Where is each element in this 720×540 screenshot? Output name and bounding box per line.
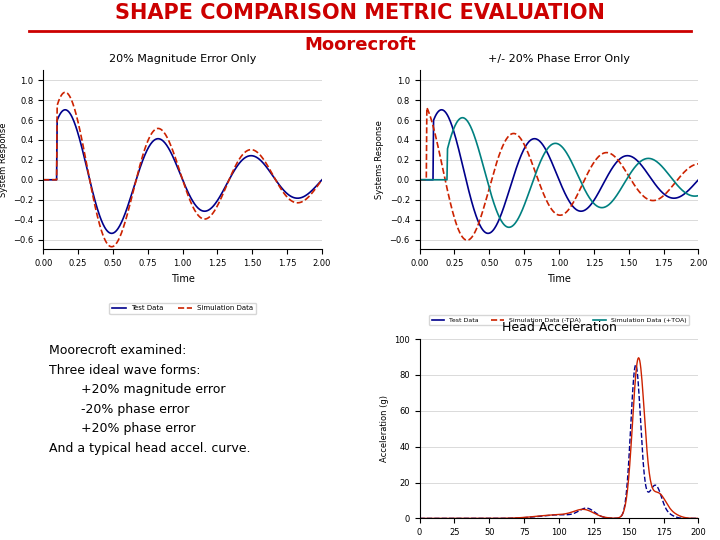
Text: Moorecroft examined:
Three ideal wave forms:
        +20% magnitude error
      : Moorecroft examined: Three ideal wave fo… (49, 345, 251, 455)
Text: Moorecroft: Moorecroft (304, 36, 416, 53)
X-axis label: Time: Time (547, 274, 571, 284)
Title: +/- 20% Phase Error Only: +/- 20% Phase Error Only (488, 54, 630, 64)
Y-axis label: System Response: System Response (0, 123, 8, 197)
Legend: Test Data, Simulation Data (-TOA), Simulation Data (+TOA): Test Data, Simulation Data (-TOA), Simul… (429, 315, 689, 325)
Y-axis label: Systems Response: Systems Response (375, 120, 384, 199)
Legend: Test Data, Simulation Data: Test Data, Simulation Data (109, 302, 256, 314)
Y-axis label: Acceleration (g): Acceleration (g) (379, 395, 389, 462)
X-axis label: Time: Time (171, 274, 194, 284)
Text: SHAPE COMPARISON METRIC EVALUATION: SHAPE COMPARISON METRIC EVALUATION (115, 3, 605, 23)
Title: 20% Magnitude Error Only: 20% Magnitude Error Only (109, 54, 256, 64)
Title: Head Acceleration: Head Acceleration (502, 321, 616, 334)
